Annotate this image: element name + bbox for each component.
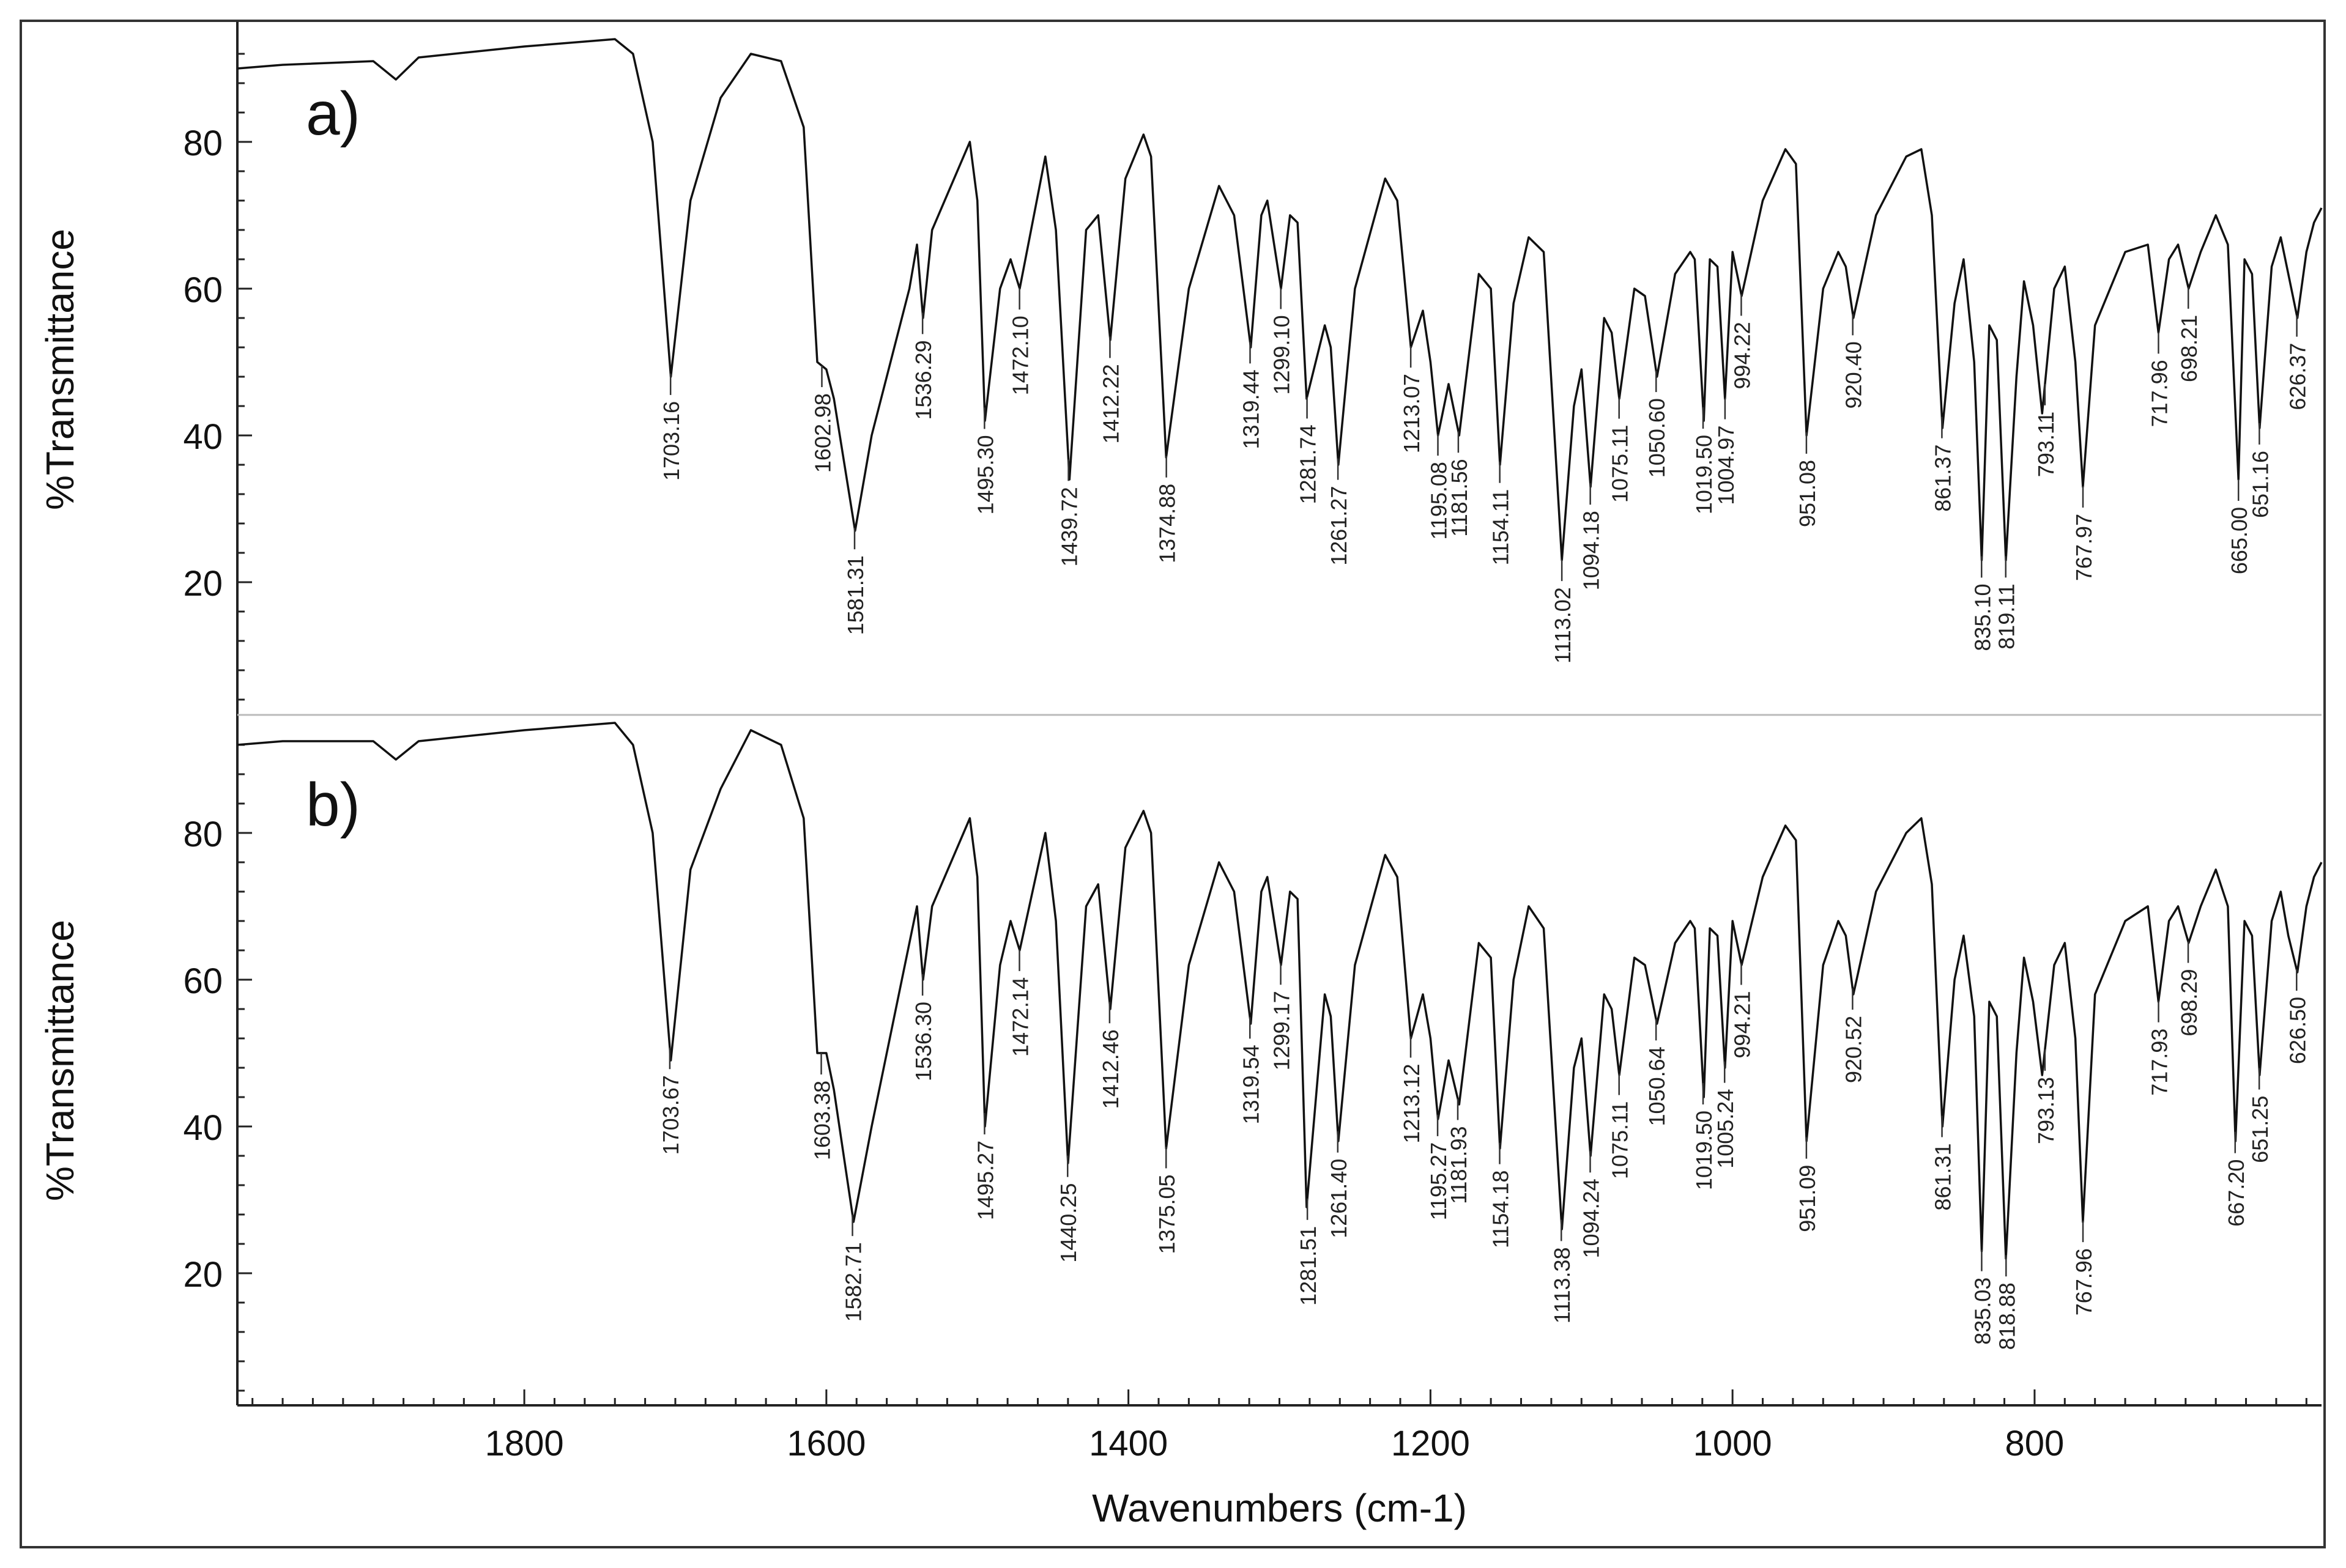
peak-label: 835.03	[1970, 1278, 1995, 1345]
peak-label: 1213.07	[1399, 374, 1424, 453]
peak-label: 994.21	[1729, 991, 1754, 1058]
peak-label: 1005.24	[1713, 1089, 1738, 1169]
peak-label: 1440.25	[1056, 1183, 1081, 1263]
spectrum-line	[237, 722, 2323, 1260]
peak-label: 767.97	[2071, 514, 2096, 581]
peak-label: 1703.16	[659, 401, 684, 481]
peak-label: 1050.60	[1644, 398, 1669, 478]
peak-label: 1195.08	[1427, 462, 1452, 539]
peak-label: 1703.67	[658, 1075, 683, 1155]
peak-label: 698.21	[2177, 315, 2202, 382]
peak-label: 819.11	[1994, 583, 2019, 649]
peak-label: 1602.98	[810, 393, 835, 473]
peak-label: 1019.50	[1691, 1111, 1717, 1190]
y-tick-label: 80	[183, 815, 223, 854]
peak-label: 626.50	[2285, 997, 2310, 1064]
peak-label: 793.11	[2033, 412, 2058, 477]
peak-label: 1050.64	[1644, 1046, 1669, 1126]
peak-label: 1213.12	[1399, 1063, 1424, 1143]
peak-label: 1154.11	[1488, 489, 1513, 566]
panel-label: a)	[306, 80, 360, 148]
peak-label: 835.10	[1970, 584, 1995, 651]
y-tick-label: 20	[183, 564, 223, 604]
peak-label: 1181.56	[1447, 459, 1472, 536]
peak-label: 1113.02	[1550, 587, 1575, 664]
peak-label: 626.37	[2285, 343, 2311, 410]
y-tick-label: 20	[183, 1255, 223, 1295]
peak-label: 1075.11	[1608, 425, 1633, 503]
peak-label: 1281.74	[1296, 424, 1321, 504]
peak-label: 665.00	[2227, 507, 2252, 574]
peak-label: 1375.05	[1154, 1174, 1179, 1254]
peak-label: 1154.18	[1488, 1170, 1513, 1248]
peak-label: 767.96	[2071, 1248, 2096, 1315]
peak-label: 1439.72	[1057, 487, 1082, 566]
y-axis-label: %Transmittance	[38, 920, 82, 1201]
y-tick-label: 80	[183, 124, 223, 163]
peak-label: 1495.30	[973, 435, 998, 514]
x-tick-label: 1200	[1391, 1424, 1470, 1463]
peak-label: 818.88	[1994, 1282, 2019, 1350]
peak-label: 1299.17	[1269, 991, 1294, 1070]
peak-label: 1261.27	[1326, 486, 1351, 566]
peak-label: 1181.93	[1446, 1126, 1471, 1204]
peak-label: 1004.97	[1713, 426, 1739, 505]
peak-label: 1412.46	[1098, 1029, 1123, 1109]
peak-label: 651.16	[2248, 451, 2273, 518]
peak-label: 951.08	[1795, 460, 1820, 527]
peak-label: 717.93	[2147, 1029, 2172, 1096]
peak-label: 1536.29	[911, 340, 936, 420]
peak-label: 1195.27	[1426, 1142, 1451, 1220]
x-tick-label: 800	[2005, 1424, 2065, 1463]
peak-label: 1472.14	[1008, 977, 1033, 1057]
panel-label: b)	[306, 771, 360, 839]
spectrum-line	[237, 38, 2323, 561]
peak-label: 1495.27	[973, 1141, 998, 1220]
x-tick-label: 1000	[1693, 1424, 1772, 1463]
peak-label: 1094.24	[1578, 1178, 1603, 1258]
peak-label: 1281.51	[1296, 1226, 1321, 1306]
peak-label: 717.96	[2147, 360, 2172, 427]
peak-label: 698.29	[2177, 969, 2202, 1037]
peak-label: 1412.22	[1098, 364, 1123, 443]
peak-label: 861.37	[1930, 445, 1955, 512]
x-tick-label: 1800	[485, 1424, 564, 1463]
peak-label: 1374.88	[1155, 484, 1180, 563]
y-axis-label: %Transmittance	[38, 229, 82, 510]
peak-label: 1472.10	[1008, 316, 1033, 395]
peak-label: 920.52	[1841, 1016, 1866, 1083]
peak-label: 1582.71	[841, 1242, 866, 1322]
y-tick-label: 40	[183, 1108, 223, 1148]
y-tick-label: 40	[183, 417, 223, 457]
x-axis-label: Wavenumbers (cm-1)	[1092, 1486, 1467, 1530]
peak-label: 651.25	[2248, 1096, 2273, 1163]
peak-label: 1319.54	[1238, 1045, 1263, 1124]
y-tick-label: 60	[183, 961, 223, 1001]
peak-label: 994.22	[1729, 322, 1754, 389]
peak-label: 1113.38	[1550, 1247, 1575, 1323]
peak-label: 1603.38	[810, 1081, 835, 1160]
y-tick-label: 60	[183, 270, 223, 310]
figure-frame	[20, 20, 2326, 1548]
peak-label: 667.20	[2224, 1159, 2249, 1227]
peak-label: 1019.50	[1691, 435, 1717, 514]
peak-label: 1094.18	[1579, 511, 1604, 590]
x-tick-label: 1400	[1089, 1424, 1168, 1463]
peak-label: 1319.44	[1239, 369, 1264, 449]
peak-label: 1536.30	[911, 1002, 936, 1081]
peak-label: 793.13	[2033, 1077, 2058, 1144]
peak-label: 1299.10	[1269, 315, 1294, 394]
peak-label: 1581.31	[843, 555, 868, 635]
peak-label: 1261.40	[1326, 1159, 1351, 1238]
peak-label: 1075.11	[1608, 1101, 1633, 1179]
peak-label: 951.09	[1795, 1165, 1820, 1232]
peak-label: 920.40	[1841, 341, 1866, 409]
x-tick-label: 1600	[787, 1424, 866, 1463]
peak-label: 861.31	[1931, 1143, 1956, 1210]
